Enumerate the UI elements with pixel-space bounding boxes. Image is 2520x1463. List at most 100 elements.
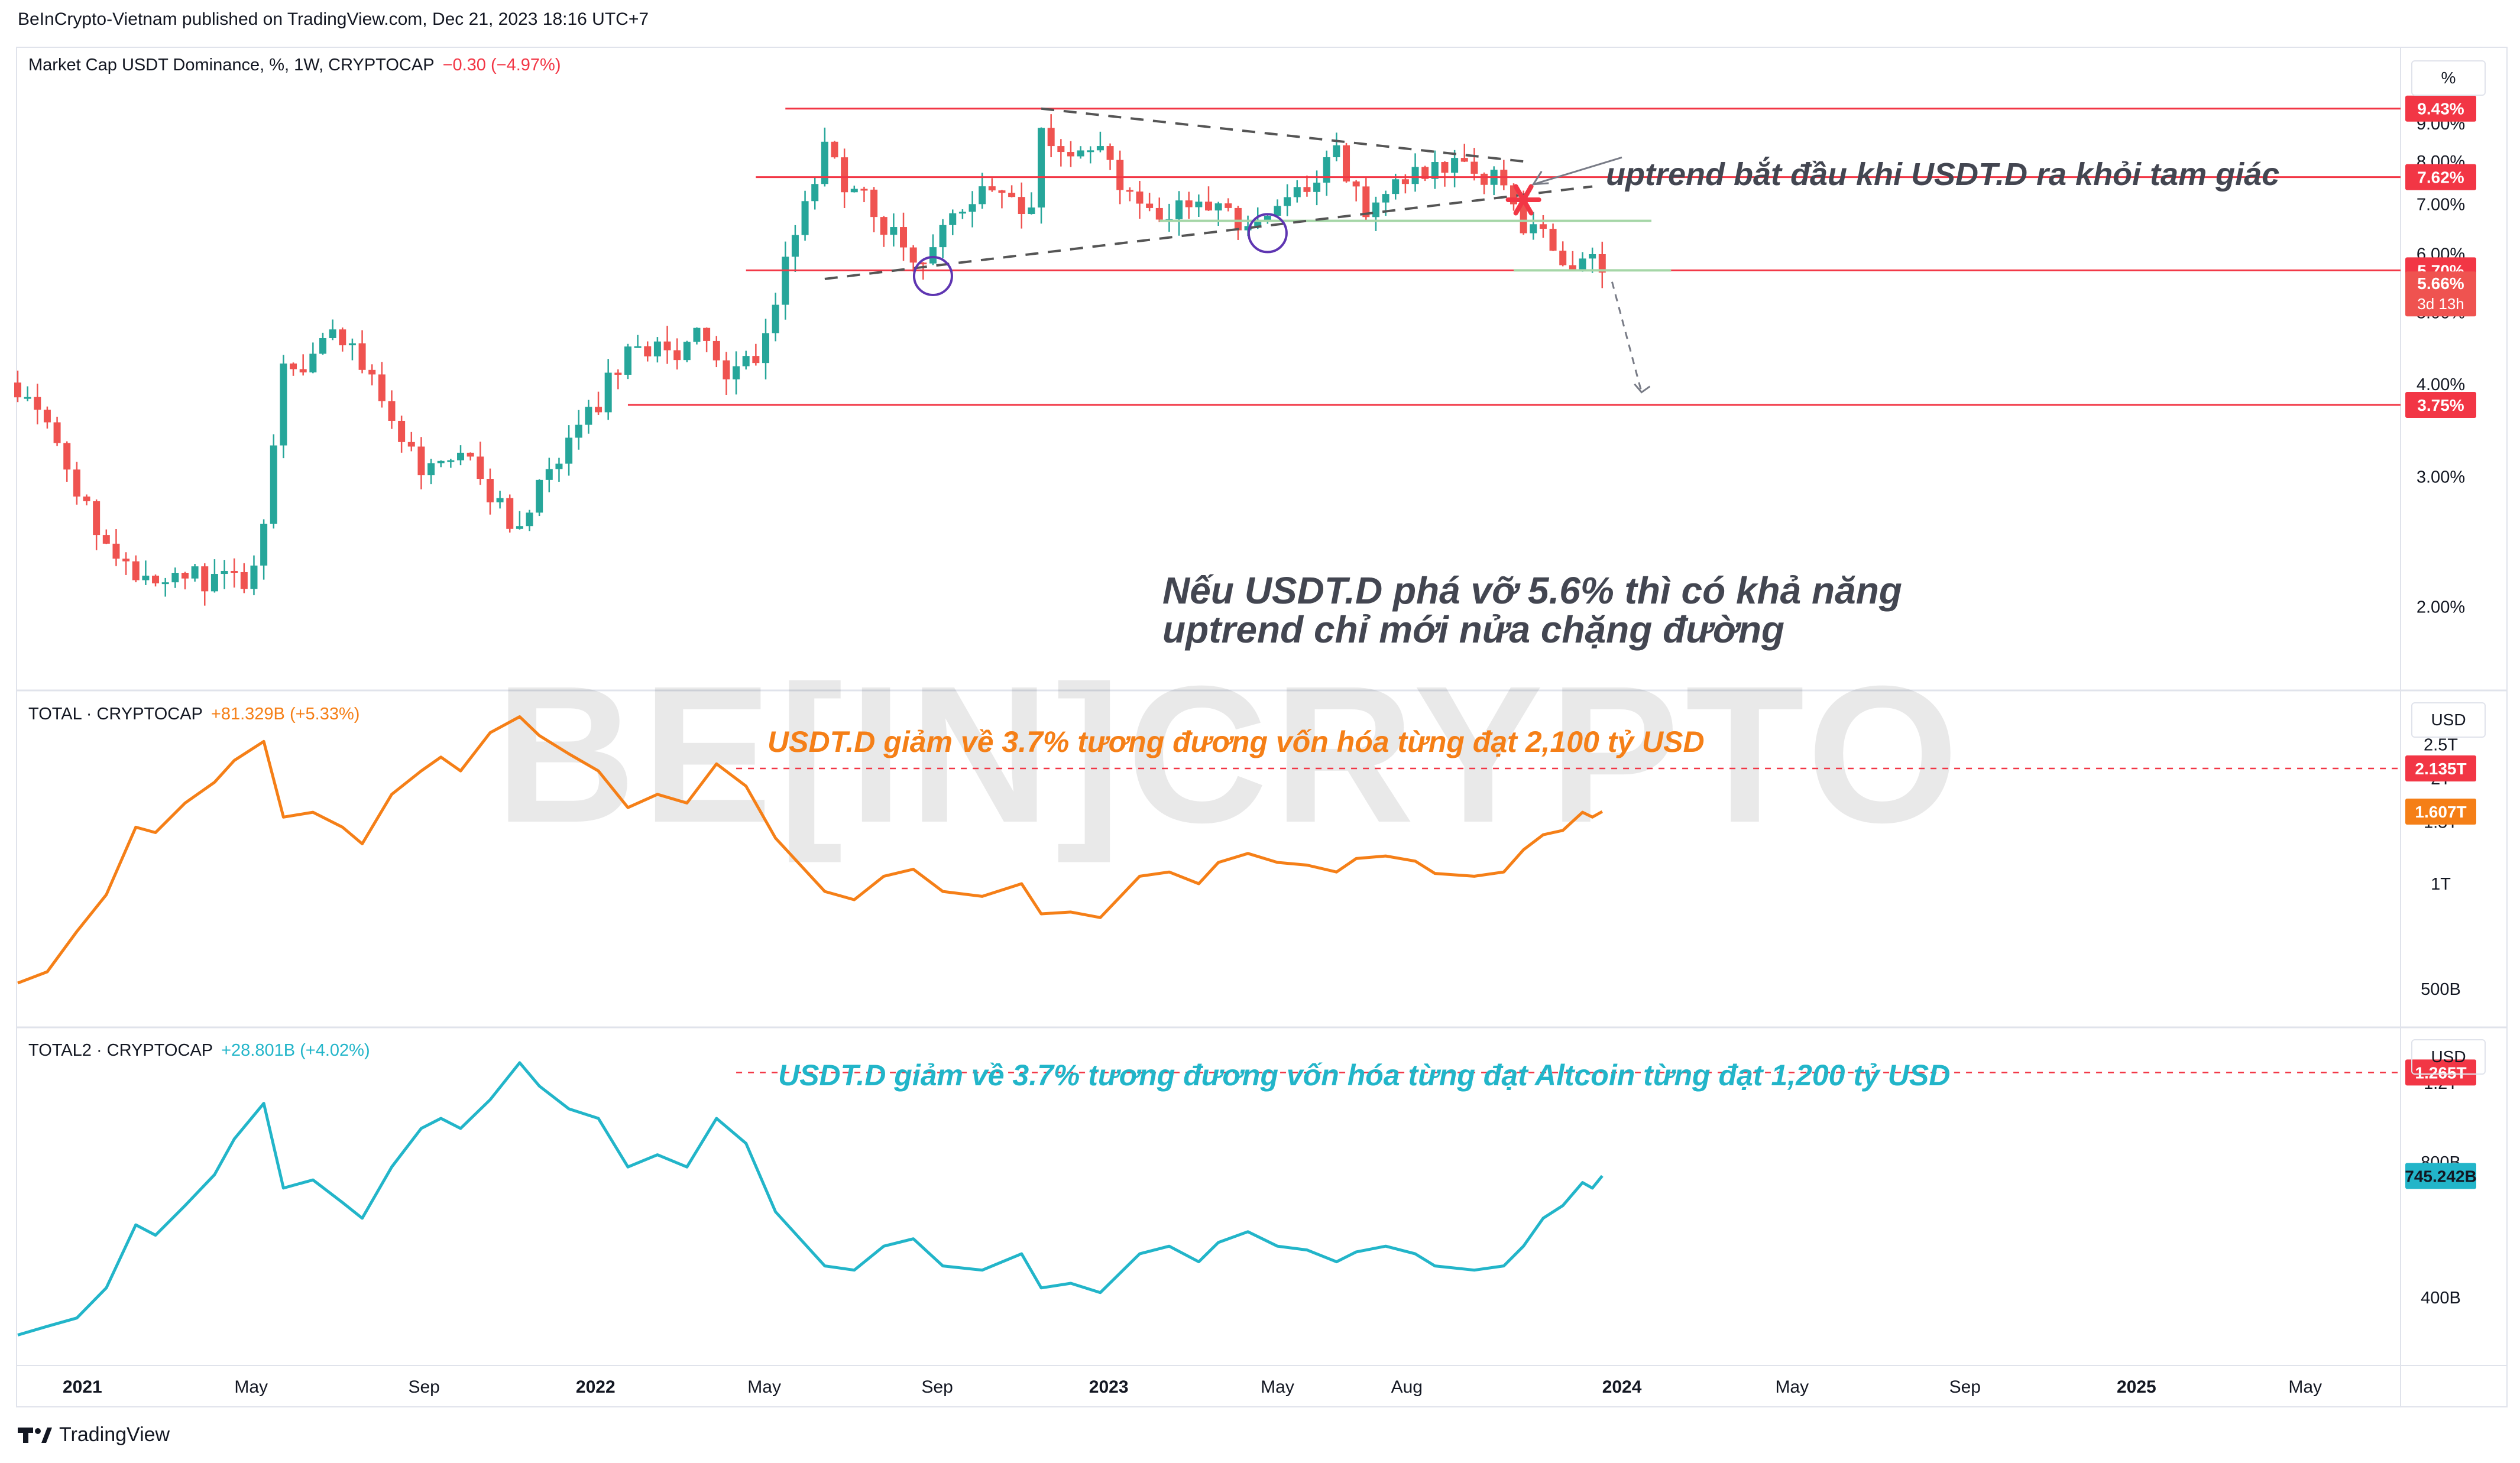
main-y-tick-label: 7.00% (2417, 196, 2465, 215)
candle-body (979, 186, 986, 205)
candle-body (1155, 207, 1163, 220)
candle-body (958, 212, 966, 214)
candle-body (1087, 150, 1094, 153)
candle-body (644, 346, 652, 356)
candle-body (181, 573, 189, 579)
candle-body (1598, 254, 1606, 273)
candle-body (240, 572, 248, 589)
candle-body (841, 157, 848, 193)
last-price-badge: 5.66% (2417, 274, 2464, 293)
candle-body (821, 141, 828, 184)
candle-body (772, 304, 779, 333)
candle-body (1225, 203, 1232, 208)
candle-body (653, 341, 661, 356)
candle-body (1313, 182, 1321, 192)
candle-body (624, 346, 631, 375)
total2-y-tick-label: 400B (2421, 1289, 2461, 1308)
break-annotation-line1: Nếu USDT.D phá vỡ 5.6% thì có khả năng (1162, 569, 1902, 612)
candle-body (73, 469, 80, 497)
time-axis-tick-label: May (1775, 1377, 1809, 1397)
candle-body (339, 329, 346, 346)
total2-last-badge: 745.242B (2405, 1167, 2476, 1185)
candle-body (811, 184, 819, 202)
uptrend-annotation: uptrend bắt đầu khi USDT.D ra khỏi tam g… (1606, 157, 2280, 192)
total2-scale-button[interactable]: USD (2411, 1039, 2486, 1075)
total-y-tick-label: 2.5T (2424, 735, 2458, 754)
candle-body (1028, 207, 1035, 215)
total2-level-badge-bg (2405, 1059, 2476, 1086)
candle-body (831, 141, 838, 158)
watermark-text: BE[IN]CRYPTO (495, 645, 1964, 864)
candle-body (161, 582, 169, 585)
candle-body (93, 501, 101, 536)
candle-body (1254, 222, 1262, 226)
candle-body (673, 350, 681, 361)
total2-panel-title-row: TOTAL2 · CRYPTOCAP +28.801B (+4.02%) (28, 1041, 370, 1060)
candle-body (1077, 150, 1084, 157)
candle-body (723, 360, 730, 379)
candle-body (457, 452, 465, 460)
total2-level-badge: 1.265T (2415, 1063, 2466, 1082)
projection-arrow-line (1611, 281, 1643, 393)
candle-body (142, 575, 150, 580)
candle-body (63, 443, 71, 470)
candle-body (1146, 203, 1154, 208)
candle-body (1096, 146, 1104, 151)
main-y-tick-label: 2.00% (2417, 598, 2465, 617)
candle-body (526, 512, 533, 527)
pointer-arrow-line (1533, 156, 1622, 186)
candle-body (565, 437, 573, 464)
candle-body (250, 565, 258, 589)
total2-panel-title: TOTAL2 · CRYPTOCAP (28, 1041, 213, 1060)
candle-body (437, 460, 445, 463)
total-last-badge-bg (2405, 799, 2476, 825)
candle-body (270, 445, 277, 524)
candle-body (1234, 207, 1242, 231)
total-scale-button[interactable]: USD (2411, 702, 2486, 738)
candle-body (53, 422, 61, 443)
breakout-marker-stroke (1513, 184, 1534, 216)
candle-body (486, 479, 494, 502)
bar-countdown: 3d 13h (2417, 295, 2464, 313)
candle-body (260, 523, 268, 566)
candle-body (368, 369, 376, 375)
total-level-badge-bg (2405, 755, 2476, 781)
break-annotation-line2: uptrend chỉ mới nửa chặng đường (1162, 608, 1784, 651)
candle-body (1481, 173, 1488, 185)
candlestick-series (14, 114, 1606, 606)
candle-body (988, 186, 996, 191)
candle-body (585, 407, 592, 425)
candle-body (1421, 167, 1429, 179)
candle-body (870, 189, 878, 218)
main-scale-button[interactable]: % (2411, 60, 2486, 96)
candle-body (782, 257, 789, 305)
candle-body (1018, 197, 1025, 215)
main-level-badge: 3.75% (2417, 396, 2464, 414)
touch-circle (912, 255, 953, 296)
total-panel-title-row: TOTAL · CRYPTOCAP +81.329B (+5.33%) (28, 705, 359, 724)
touch-circle (1247, 213, 1288, 254)
tradingview-footer[interactable]: TradingView (18, 1423, 170, 1446)
main-y-tick-label: 4.00% (2417, 375, 2465, 394)
candle-body (231, 570, 238, 573)
candle-body (1293, 187, 1301, 197)
candle-body (939, 225, 947, 248)
main-level-badge: 9.43% (2417, 100, 2464, 118)
total-panel-title: TOTAL · CRYPTOCAP (28, 705, 203, 724)
candle-body (477, 456, 484, 479)
total-y-tick-label: 500B (2421, 980, 2461, 999)
last-price-badge-bg (2405, 271, 2476, 317)
candle-body (1274, 206, 1281, 216)
time-axis-tick-label: May (1261, 1377, 1294, 1397)
candle-body (43, 410, 51, 423)
main-level-badge: 7.62% (2417, 168, 2464, 187)
candle-body (733, 366, 740, 379)
time-axis-tick-label: May (747, 1377, 781, 1397)
candle-body (348, 343, 356, 346)
candle-body (791, 235, 799, 257)
candle-body (467, 452, 474, 457)
time-axis-tick-label: Aug (1391, 1377, 1423, 1397)
candle-body (1569, 265, 1576, 270)
candle-body (1539, 224, 1547, 229)
